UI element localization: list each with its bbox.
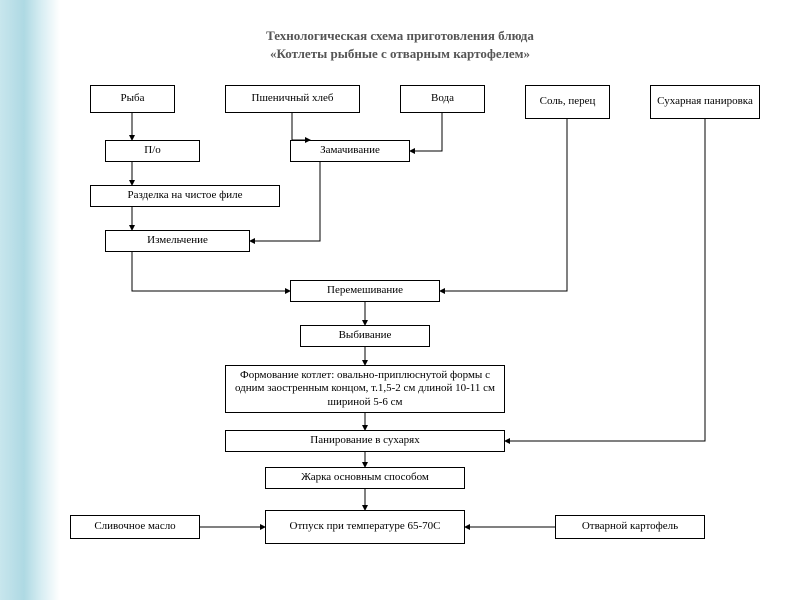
node-water: Вода bbox=[400, 85, 485, 113]
node-soak: Замачивание bbox=[290, 140, 410, 162]
node-grind: Измельчение bbox=[105, 230, 250, 252]
edge-bread-soak bbox=[292, 113, 310, 140]
node-breading: Сухарная панировка bbox=[650, 85, 760, 119]
node-butter: Сливочное масло bbox=[70, 515, 200, 539]
node-fillet: Разделка на чистое филе bbox=[90, 185, 280, 207]
edge-breading-coat bbox=[505, 119, 705, 441]
node-fish: Рыба bbox=[90, 85, 175, 113]
title-line2: «Котлеты рыбные с отварным картофелем» bbox=[0, 46, 800, 62]
node-form: Формование котлет: овально-приплюснутой … bbox=[225, 365, 505, 413]
node-serve: Отпуск при температуре 65-70С bbox=[265, 510, 465, 544]
node-mix: Перемешивание bbox=[290, 280, 440, 302]
node-po: П/о bbox=[105, 140, 200, 162]
edge-water-soak bbox=[410, 113, 442, 151]
side-gradient bbox=[0, 0, 60, 600]
edge-salt-mix bbox=[440, 119, 567, 291]
node-salt: Соль, перец bbox=[525, 85, 610, 119]
edge-grind-mix bbox=[132, 252, 290, 291]
node-bread: Пшеничный хлеб bbox=[225, 85, 360, 113]
node-fry: Жарка основным способом bbox=[265, 467, 465, 489]
node-potato: Отварной картофель bbox=[555, 515, 705, 539]
node-beat: Выбивание bbox=[300, 325, 430, 347]
node-coat: Панирование в сухарях bbox=[225, 430, 505, 452]
title-line1: Технологическая схема приготовления блюд… bbox=[0, 28, 800, 44]
